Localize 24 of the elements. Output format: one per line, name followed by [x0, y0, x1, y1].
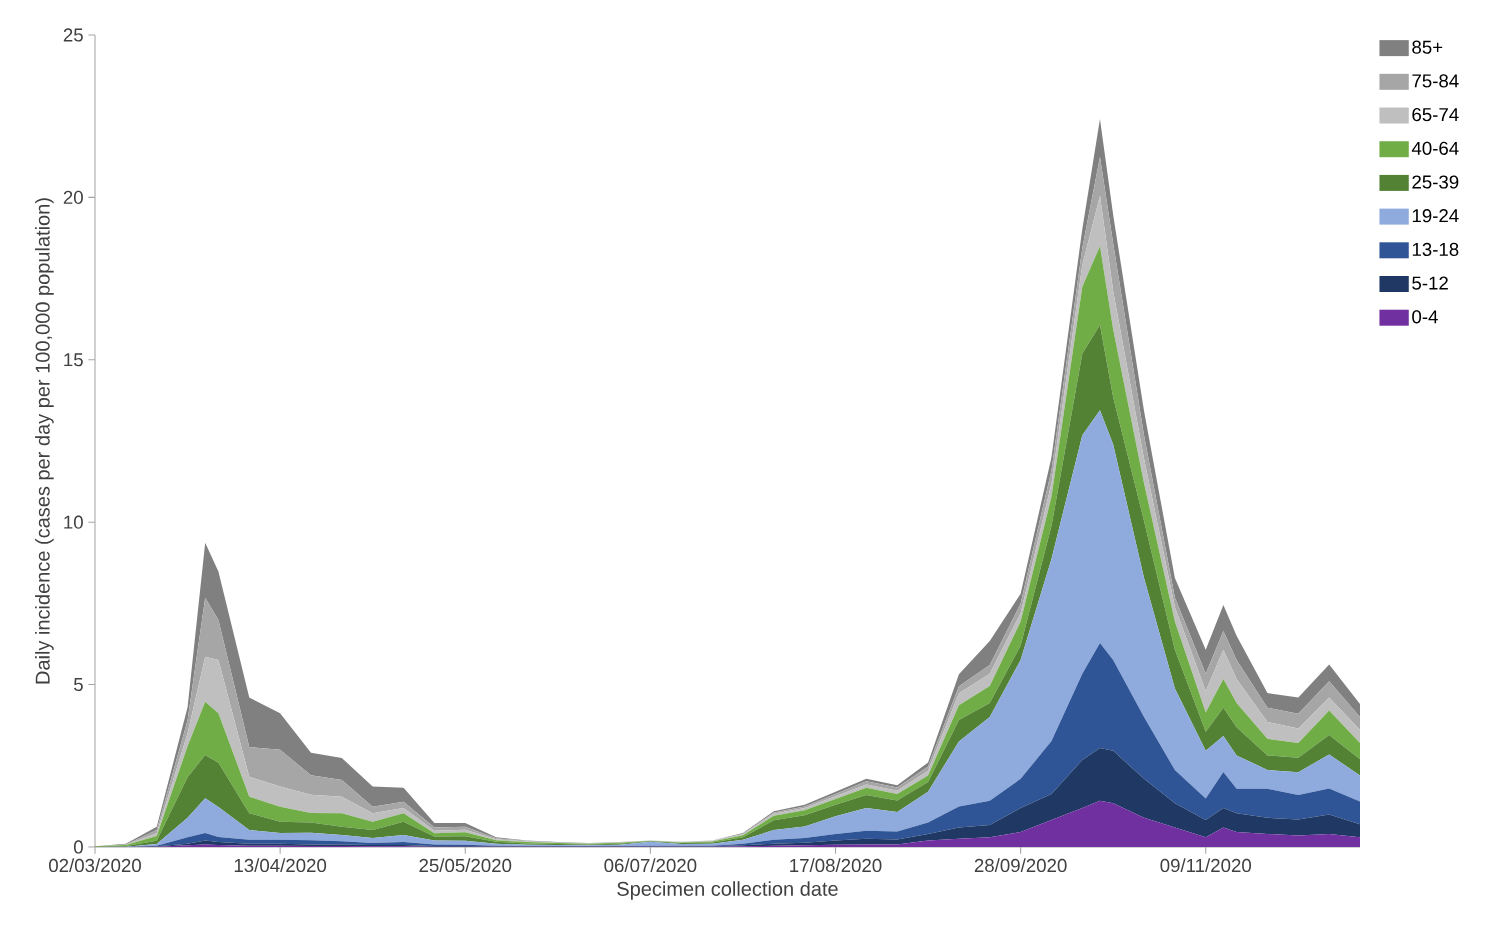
legend-label: 0-4	[1412, 310, 1438, 324]
legend-label: 85+	[1412, 40, 1443, 54]
x-tick-label: 28/09/2020	[974, 858, 1067, 873]
x-tick-label: 13/04/2020	[234, 858, 327, 873]
x-tick-label: 09/11/2020	[1160, 858, 1252, 873]
x-tick-label: 06/07/2020	[604, 858, 697, 873]
x-axis-title: Specimen collection date	[617, 881, 838, 900]
legend-label: 13-18	[1412, 242, 1459, 257]
legend-label: 65-74	[1412, 107, 1459, 122]
y-tick-label: 20	[63, 190, 83, 204]
legend-label: 40-64	[1411, 141, 1459, 155]
y-axis-title: Daily incidence (cases per day per 100,000 population)	[35, 198, 54, 684]
y-tick-label: 10	[64, 515, 83, 529]
x-tick-label: 02/03/2020	[49, 858, 141, 873]
y-tick-label: 15	[64, 353, 83, 367]
y-tick-label: 25	[63, 28, 83, 42]
legend-label: 5-12	[1412, 276, 1448, 290]
y-tick-label: 5	[74, 678, 83, 692]
legend-label: 25-39	[1412, 175, 1459, 189]
y-tick-label: 0	[73, 840, 83, 854]
x-tick-label: 25/05/2020	[419, 858, 512, 873]
x-tick-label: 17/08/2020	[790, 858, 882, 873]
legend-label: 19-24	[1412, 209, 1459, 223]
legend-label: 75-84	[1412, 74, 1459, 88]
